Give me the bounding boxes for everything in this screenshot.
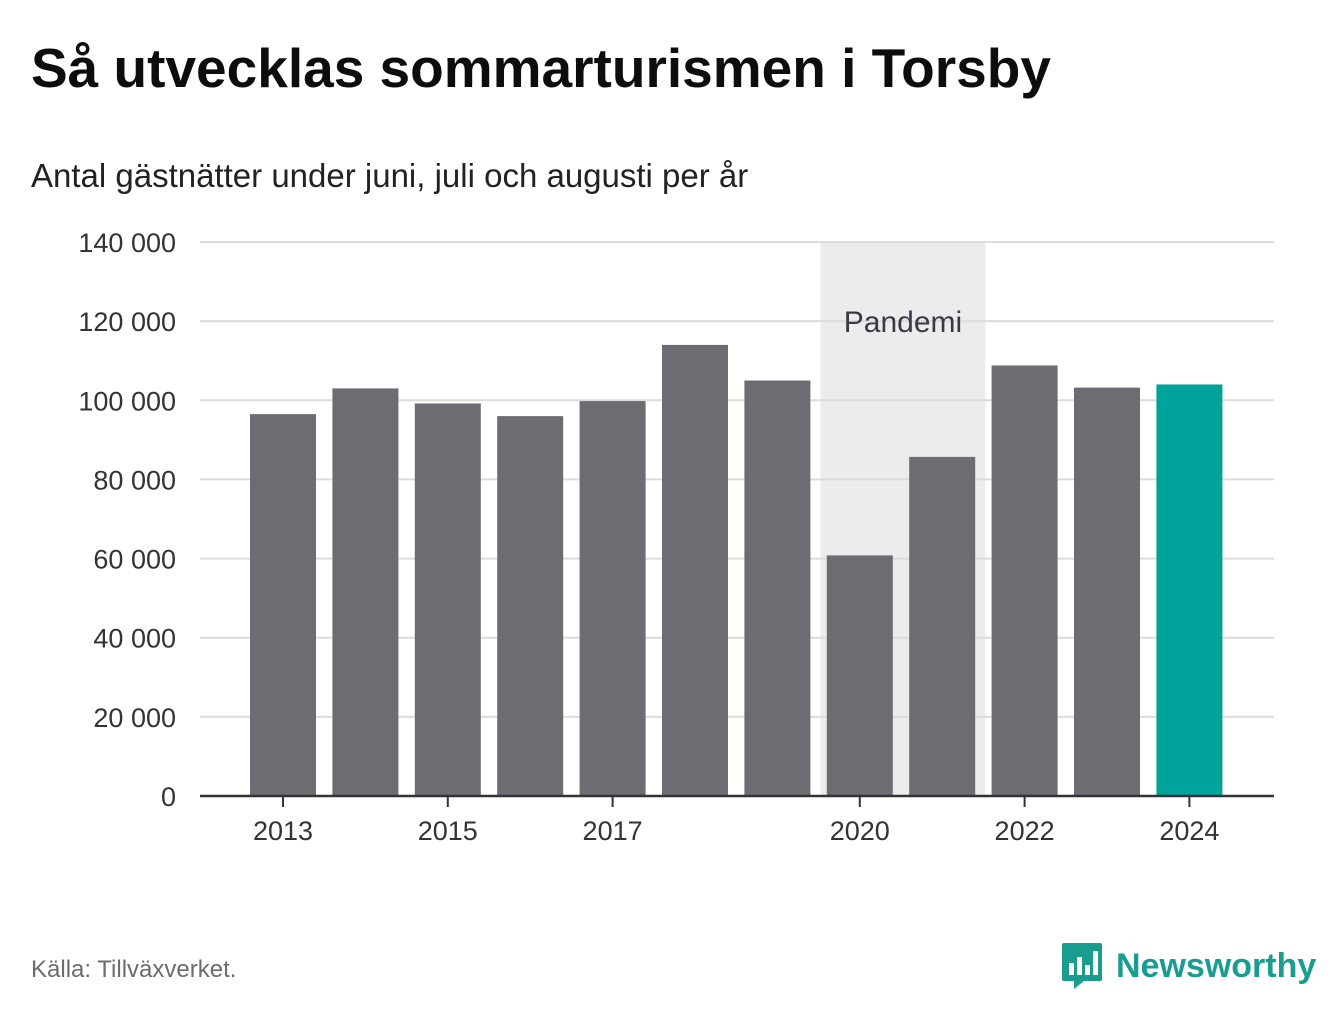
brand-name: Newsworthy [1116, 946, 1317, 985]
bar-2016 [497, 416, 564, 796]
bar-2013 [250, 414, 316, 796]
bar-2019 [744, 380, 811, 796]
chart-title: Så utvecklas sommarturismen i Torsby [31, 37, 1051, 99]
bar-2022 [991, 365, 1058, 796]
bar-2020 [826, 555, 893, 796]
bar-2021 [909, 456, 976, 796]
y-tick-label: 80 000 [93, 465, 176, 495]
x-tick-label: 2020 [830, 816, 890, 846]
y-tick-label: 20 000 [93, 703, 176, 733]
source-note: Källa: Tillväxverket. [31, 956, 237, 983]
chart-subtitle: Antal gästnätter under juni, juli och au… [31, 157, 749, 194]
bar-2018 [662, 344, 728, 796]
bar-2015 [414, 403, 481, 796]
x-tick-label: 2013 [253, 816, 313, 846]
x-tick-label: 2024 [1159, 816, 1219, 846]
brand-logo: Newsworthy [1060, 940, 1316, 992]
pandemic-label: Pandemi [844, 306, 962, 339]
y-tick-label: 140 000 [78, 228, 176, 258]
bar-2023 [1074, 387, 1140, 796]
y-tick-label: 0 [161, 782, 176, 812]
newsworthy-logo-icon [1062, 943, 1102, 989]
y-tick-label: 40 000 [93, 624, 176, 654]
x-tick-label: 2015 [418, 816, 478, 846]
bar-2014 [332, 388, 399, 796]
bar-2024 [1156, 384, 1223, 796]
x-tick-label: 2017 [583, 816, 643, 846]
y-tick-label: 120 000 [78, 307, 176, 337]
y-tick-label: 60 000 [93, 545, 176, 575]
y-tick-label: 100 000 [78, 386, 176, 416]
bar-2017 [579, 401, 646, 796]
bar-chart: 0 20 000 40 000 60 000 80 000 100 000 120 000 1… [78, 228, 1274, 846]
x-tick-label: 2022 [995, 816, 1055, 846]
